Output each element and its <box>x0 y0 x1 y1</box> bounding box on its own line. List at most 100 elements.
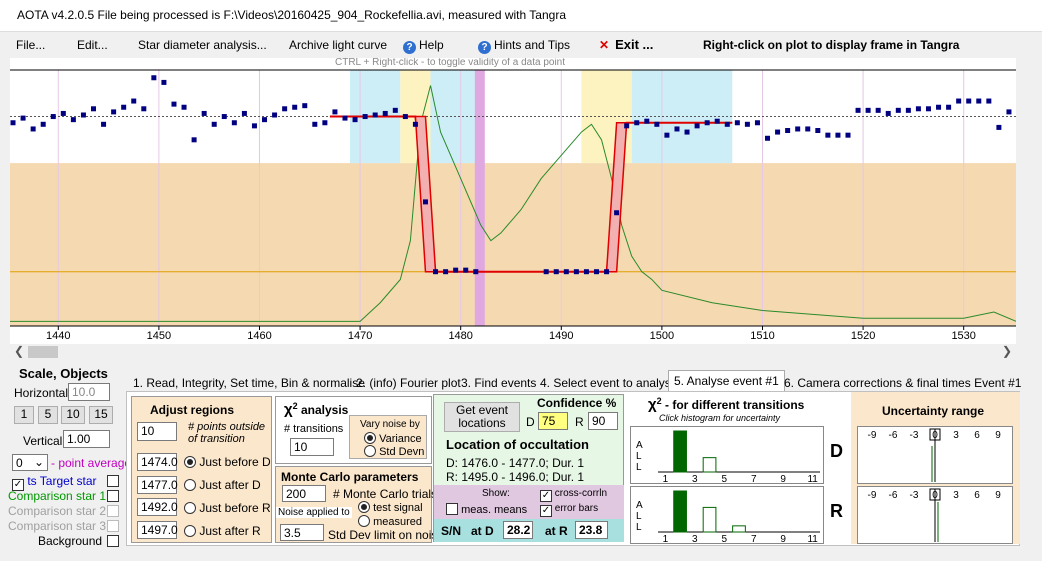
variance-radio[interactable] <box>364 432 376 444</box>
transitions-input[interactable]: 10 <box>290 438 334 456</box>
data-point <box>181 104 187 110</box>
hints-icon: ? <box>478 41 491 54</box>
histogram-bar <box>673 490 687 533</box>
just-after-r-option[interactable]: Just after R <box>184 524 261 538</box>
scale-button-15[interactable]: 15 <box>89 406 113 424</box>
just-after-d-value[interactable]: 1477.0 <box>137 476 178 494</box>
variance-option[interactable]: Variance <box>364 432 422 445</box>
histogram-title-symbol: χ <box>648 396 657 413</box>
menu-star-diameter[interactable]: Star diameter analysis... <box>138 38 267 52</box>
r-histogram[interactable]: ALL 1 3 5 7 9 11 <box>630 486 824 544</box>
tab-read-integrity[interactable]: 1. Read, Integrity, Set time, Bin & norm… <box>133 376 365 390</box>
comparison-star-3-label: Comparison star 3 <box>8 519 107 533</box>
std-devn-radio[interactable] <box>364 445 376 457</box>
uncertainty-zero-box <box>929 428 941 441</box>
uncertainty-zero-box <box>929 488 941 501</box>
menu-edit[interactable]: Edit... <box>77 38 108 52</box>
menu-hints[interactable]: ? Hints and Tips <box>478 38 570 54</box>
confidence-d-input[interactable]: 75 <box>538 412 568 430</box>
menu-help[interactable]: ? Help <box>403 38 444 54</box>
d-uncertainty-plot[interactable]: -9-6-30369 <box>857 426 1013 484</box>
data-point <box>30 126 36 132</box>
just-before-d-value[interactable]: 1474.0 <box>137 453 178 471</box>
just-before-d-option[interactable]: Just before D <box>184 455 271 469</box>
measured-radio[interactable] <box>358 515 370 527</box>
scale-button-1[interactable]: 1 <box>14 406 34 424</box>
just-after-r-value[interactable]: 1497.0 <box>137 521 178 539</box>
get-event-locations-button[interactable]: Get event locations <box>444 402 520 432</box>
measured-option[interactable]: measured <box>358 515 422 528</box>
data-point <box>644 118 650 124</box>
menu-exit[interactable]: ✕ Exit ... <box>599 37 653 52</box>
test-signal-radio[interactable] <box>358 501 370 513</box>
scale-button-10[interactable]: 10 <box>61 406 85 424</box>
just-before-r-radio[interactable] <box>184 502 196 514</box>
target-star-checkbox[interactable]: ✓ <box>12 479 24 491</box>
just-after-d-option[interactable]: Just after D <box>184 478 261 492</box>
data-point <box>453 267 459 273</box>
test-signal-option[interactable]: test signal <box>358 501 423 514</box>
confidence-r-input[interactable]: 90 <box>588 412 618 430</box>
menu-file[interactable]: File... <box>16 38 46 52</box>
tab-select-event[interactable]: 4. Select event to analyse <box>540 376 678 390</box>
r-location: R: 1495.0 - 1496.0; Dur. 1 <box>446 470 585 482</box>
data-point <box>70 117 76 123</box>
std-dev-limit-input[interactable]: 3.5 <box>280 524 324 541</box>
just-before-r-option[interactable]: Just before R <box>184 501 271 515</box>
meas-means-option[interactable]: meas. means <box>446 503 527 516</box>
scroll-right-icon[interactable]: ❯ <box>1001 344 1012 358</box>
r-uncertainty-plot[interactable]: -9-6-30369 <box>857 486 1013 544</box>
menu-archive-light-curve[interactable]: Archive light curve <box>289 38 388 52</box>
uncertainty-tick-label: -3 <box>910 490 919 501</box>
histogram-bar <box>702 506 717 533</box>
data-point <box>80 112 86 118</box>
uncertainty-tick-label: -9 <box>868 490 877 501</box>
scroll-thumb[interactable] <box>28 346 58 358</box>
data-point <box>946 104 952 110</box>
scale-button-5[interactable]: 5 <box>38 406 58 424</box>
vertical-scale-input[interactable]: 1.00 <box>63 430 110 448</box>
current-frame-marker <box>474 70 485 326</box>
just-before-d-radio[interactable] <box>184 456 196 468</box>
scroll-left-icon[interactable]: ❮ <box>14 344 25 358</box>
background-checkbox[interactable] <box>107 535 119 547</box>
data-point <box>573 269 579 275</box>
data-point <box>332 109 338 115</box>
light-curve-plot[interactable]: 1440 1450 1460 1470 1480 1490 1500 1510 1520 1530… <box>10 58 1016 344</box>
target-star-extra-checkbox[interactable] <box>107 475 119 487</box>
just-after-r-radio[interactable] <box>184 525 196 537</box>
target-star-row[interactable]: ✓ ts Target star <box>12 474 96 491</box>
uncertainty-tick-label: -6 <box>889 430 898 441</box>
cross-corrln-checkbox[interactable]: ✓ <box>540 490 552 502</box>
error-bars-checkbox[interactable]: ✓ <box>540 505 552 517</box>
points-outside-input[interactable]: 10 <box>137 422 177 441</box>
horizontal-scale-input[interactable]: 10.0 <box>68 383 110 401</box>
just-before-r-value[interactable]: 1492.0 <box>137 498 178 516</box>
tab-camera-corrections[interactable]: 6. Camera corrections & final times Even… <box>784 376 1022 390</box>
data-point <box>553 269 559 275</box>
cross-corrln-option[interactable]: ✓ cross-corrln <box>540 488 607 502</box>
plot-horizontal-scrollbar[interactable]: ❮ ❯ <box>10 344 1016 360</box>
tab-find-events[interactable]: 3. Find events <box>461 376 537 390</box>
tab-fourier-plot[interactable]: 2. (info) Fourier plot <box>356 376 461 390</box>
error-bars-option[interactable]: ✓ error bars <box>540 503 598 517</box>
data-point <box>392 107 398 113</box>
data-point <box>664 132 670 138</box>
ctrl-hint: CTRL + Right-click - to toggle validity … <box>335 58 565 68</box>
comparison-star-3-checkbox[interactable] <box>107 520 119 532</box>
right-click-hint: Right-click on plot to display frame in … <box>703 38 960 52</box>
meas-means-checkbox[interactable] <box>446 503 458 515</box>
d-histogram[interactable]: ALL 1 3 5 7 9 11 <box>630 426 824 484</box>
std-devn-option[interactable]: Std Devn <box>364 445 424 458</box>
show-options-group: Show: meas. means ✓ cross-corrln ✓ error… <box>434 485 624 519</box>
monte-carlo-trials-input[interactable]: 200 <box>282 485 326 502</box>
vertical-label: Vertical <box>23 434 63 448</box>
just-after-d-radio[interactable] <box>184 479 196 491</box>
signal-noise-group: S/N at D 28.2 at R 23.8 <box>434 519 624 542</box>
comparison-star-1-checkbox[interactable] <box>107 490 119 502</box>
point-average-select[interactable]: 0 ⌄ <box>12 454 48 471</box>
histogram-tick-label: 3 <box>692 534 698 544</box>
comparison-star-2-checkbox[interactable] <box>107 505 119 517</box>
histogram-bar <box>702 457 717 473</box>
tab-analyse-event[interactable]: 5. Analyse event #1 <box>668 370 785 392</box>
